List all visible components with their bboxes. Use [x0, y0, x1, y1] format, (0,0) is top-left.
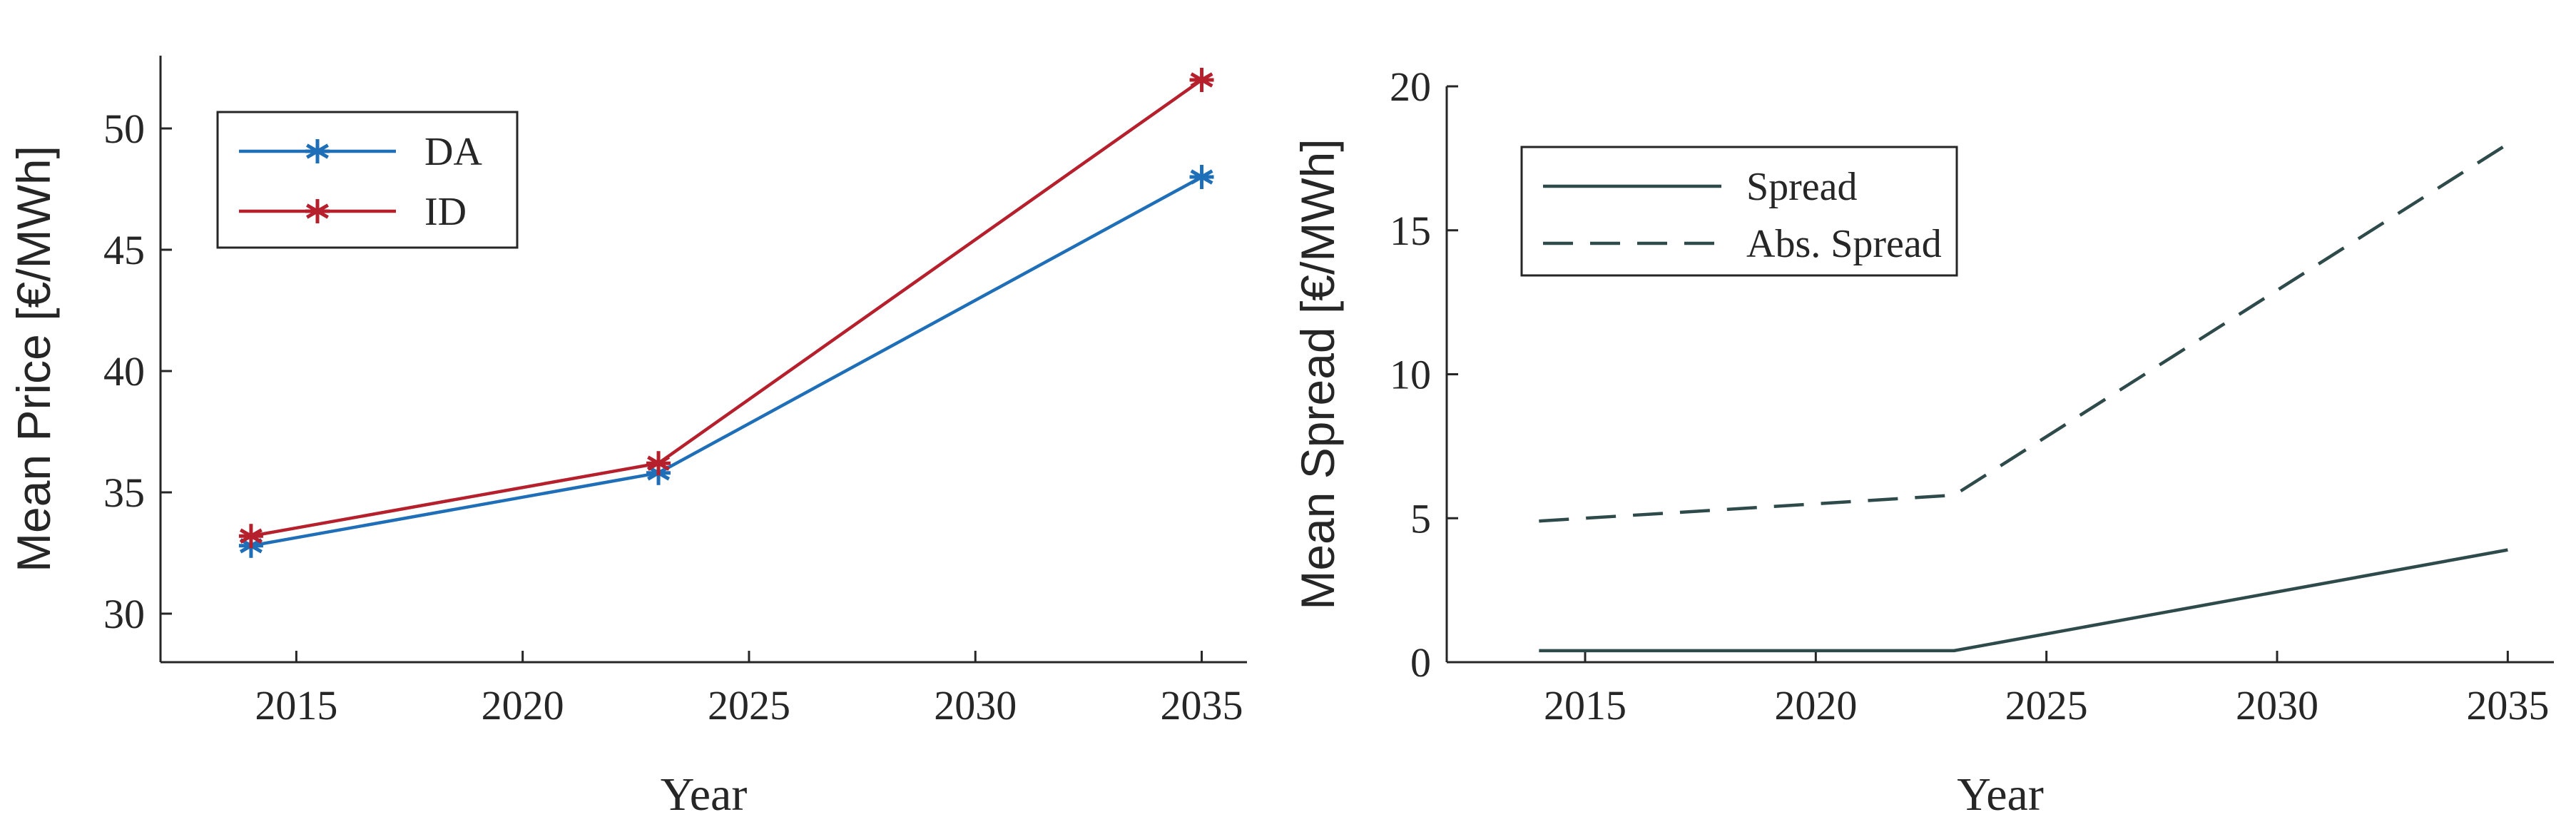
y-axis-title: Mean Price [€/MWh] [7, 146, 60, 572]
x-tick-label: 2025 [2005, 682, 2088, 729]
series-line-abs-spread [1539, 142, 2509, 523]
legend-label: Spread [1746, 165, 1858, 209]
data-point-id [1189, 68, 1214, 92]
y-tick-label: 10 [1390, 352, 1431, 398]
legend-label: DA [424, 130, 482, 174]
y-tick-label: 5 [1410, 495, 1431, 542]
x-tick-label: 2035 [2466, 682, 2549, 729]
x-tick-label: 2030 [934, 682, 1017, 729]
data-point-id [238, 524, 263, 549]
legend-marker [305, 199, 330, 223]
series-line-spread [1539, 548, 2508, 653]
y-tick-label: 0 [1410, 639, 1431, 686]
y-tick-label: 15 [1390, 208, 1431, 254]
y-tick-label: 30 [103, 591, 145, 637]
legend-box [216, 111, 519, 249]
data-point-id [646, 451, 671, 476]
y-tick-label: 40 [103, 348, 145, 395]
x-axis-title: Year [1957, 768, 2044, 821]
y-axis-title: Mean Spread [€/MWh] [1291, 138, 1344, 609]
spread-chart: 2015 2020 2025 2030 2035 0 5 10 15 20 Year Mean Spr… [1291, 64, 2554, 821]
x-tick-label: 2015 [255, 682, 337, 729]
x-tick-label: 2025 [708, 682, 790, 729]
legend-label: Abs. Spread [1746, 222, 1942, 266]
legend-label: ID [424, 190, 467, 234]
x-tick-label: 2020 [482, 682, 564, 729]
legend-marker [305, 139, 330, 163]
legend: DA ID [216, 111, 519, 249]
y-tick-label: 20 [1390, 64, 1431, 110]
price-chart: 2015 2020 2025 2030 2035 30 35 40 45 50 Year Mean P… [7, 56, 1247, 821]
data-point-da [1189, 165, 1214, 189]
legend: Spread Abs. Spread [1520, 146, 1958, 277]
x-tick-label: 2020 [1774, 682, 1857, 729]
x-tick-label: 2035 [1161, 682, 1243, 729]
x-axis-title: Year [661, 768, 748, 821]
y-tick-label: 45 [103, 227, 145, 273]
legend-box [1520, 146, 1958, 277]
x-tick-label: 2030 [2236, 682, 2318, 729]
x-tick-label: 2015 [1544, 682, 1626, 729]
y-tick-label: 50 [103, 106, 145, 152]
y-tick-label: 35 [103, 470, 145, 516]
